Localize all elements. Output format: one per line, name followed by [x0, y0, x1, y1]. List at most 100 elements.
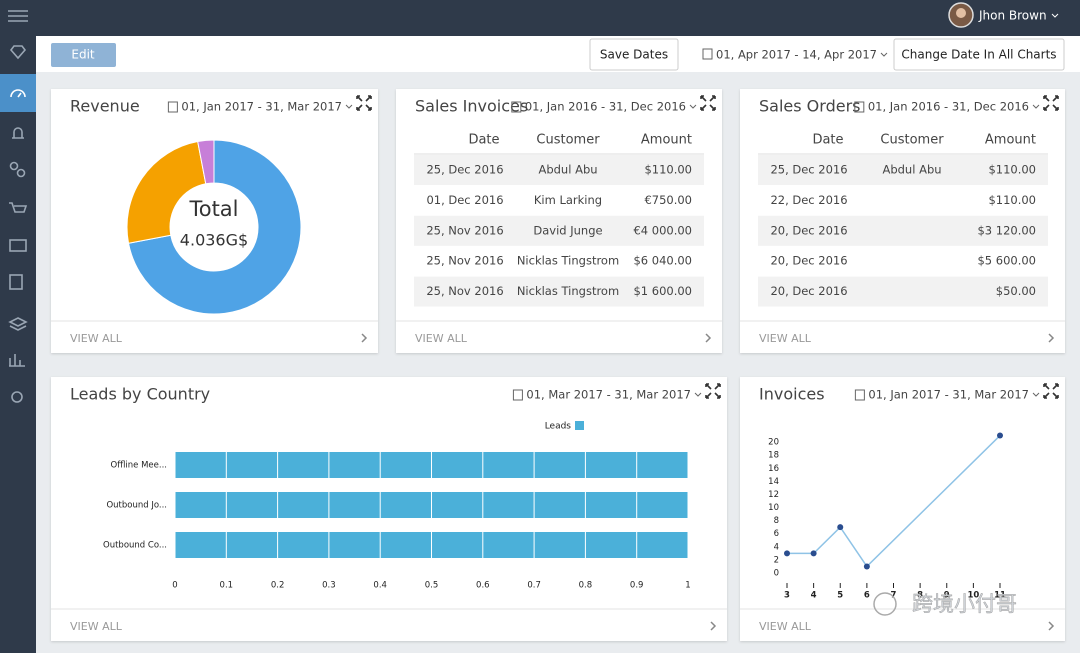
point: [837, 524, 844, 531]
change-button[interactable]: [893, 38, 1065, 71]
calendar-icon: [512, 389, 523, 401]
table-cell: $6 040.00: [633, 254, 692, 268]
card-range[interactable]: 01, Jan 2016 - 31, Dec 2016: [525, 100, 686, 114]
donut-slice: [126, 140, 207, 244]
icon[interactable]: [9, 45, 27, 60]
table-cell: €4 000.00: [633, 223, 692, 237]
point: [997, 432, 1003, 439]
view-all[interactable]: VIEW ALL: [70, 332, 123, 345]
card-title: Leads by Country: [70, 385, 210, 404]
table-cell: $5 600.00: [977, 254, 1036, 268]
table-cell: Nicklas Tingstrom: [517, 284, 619, 298]
icon[interactable]: [10, 89, 26, 98]
x-tick-label: 9: [944, 591, 950, 601]
x-tick-label: 0.6: [476, 581, 490, 591]
icon[interactable]: [8, 317, 28, 331]
x-tick-label: 5: [837, 591, 843, 601]
y-tick-label: Outbound Jo...: [106, 501, 167, 511]
legend-label: Leads: [545, 422, 572, 432]
table-cell: €750.00: [644, 193, 692, 207]
y-tick-label: 4: [774, 542, 779, 552]
view-all[interactable]: VIEW ALL: [70, 620, 123, 633]
card-title: Sales Invoices: [415, 97, 528, 116]
point: [810, 550, 817, 557]
row-band: [758, 215, 1048, 246]
x-tick-label: 7: [891, 591, 897, 601]
table-cell: $110.00: [988, 163, 1036, 177]
avatar-face: [956, 8, 966, 18]
user-name[interactable]: Jhon Brown: [978, 9, 1047, 23]
expand-icon[interactable]: [1043, 383, 1059, 399]
expand-icon[interactable]: [1043, 95, 1059, 111]
range-chevron: [694, 392, 702, 397]
icon[interactable]: [9, 161, 19, 171]
donut-center-value: 4.036G$: [180, 231, 248, 250]
column-header: Date: [812, 133, 843, 148]
range-chevron: [880, 52, 888, 57]
range-chevron: [345, 104, 353, 109]
view-all[interactable]: VIEW ALL: [759, 332, 812, 345]
y-tick-label: 0: [774, 569, 779, 579]
column-header: Amount: [985, 133, 1036, 148]
x-tick-label: 6: [864, 591, 870, 601]
card-range[interactable]: 01, Jan 2016 - 31, Dec 2016: [868, 100, 1029, 114]
y-tick-label: 18: [768, 451, 779, 461]
icon[interactable]: [16, 168, 26, 178]
column-header: Customer: [880, 133, 944, 148]
y-tick-label: 6: [774, 529, 779, 539]
table-cell: 25, Nov 2016: [426, 223, 503, 237]
x-tick-label: 0: [172, 581, 177, 591]
x-tick-label: 3: [784, 591, 790, 601]
watermark-icon: [873, 592, 897, 616]
point: [863, 563, 870, 570]
x-tick-label: 0.1: [220, 581, 234, 591]
card-title: Revenue: [70, 97, 140, 116]
y-tick-label: 20: [768, 438, 779, 448]
expand-icon[interactable]: [705, 383, 721, 399]
calendar-icon: [702, 48, 713, 60]
x-tick-label: 0.2: [271, 581, 285, 591]
edit-button[interactable]: [51, 43, 116, 67]
sidebar-active: [0, 74, 36, 112]
table-cell: Kim Larking: [534, 193, 602, 207]
table-cell: Abdul Abu: [538, 163, 597, 177]
icon[interactable]: [9, 354, 25, 367]
watermark: 跨境小付哥: [912, 592, 1017, 616]
edit-label: Edit: [71, 48, 95, 62]
x-tick-label: 8: [917, 591, 923, 601]
row-band: [414, 276, 704, 307]
x-tick-label: 0.9: [630, 581, 644, 591]
card-range[interactable]: 01, Jan 2017 - 31, Mar 2017: [181, 100, 342, 114]
expand-icon[interactable]: [700, 95, 716, 111]
expand-icon[interactable]: [356, 95, 372, 111]
table-cell: $110.00: [988, 193, 1036, 207]
card: [740, 377, 1065, 641]
table-cell: 25, Dec 2016: [426, 163, 503, 177]
toolbar-range[interactable]: 01, Apr 2017 - 14, Apr 2017: [716, 48, 877, 62]
y-tick-label: 10: [768, 503, 779, 513]
icon[interactable]: [9, 274, 23, 290]
column-header: Amount: [641, 133, 692, 148]
table-cell: Abdul Abu: [882, 163, 941, 177]
icon[interactable]: [9, 202, 28, 213]
row-band: [758, 155, 1048, 185]
card-range[interactable]: 01, Mar 2017 - 31, Mar 2017: [526, 388, 691, 402]
view-all[interactable]: VIEW ALL: [759, 620, 812, 633]
y-tick-label: Offline Mee...: [111, 461, 168, 471]
save-button[interactable]: [589, 38, 679, 71]
donut-slice: [127, 139, 302, 315]
footer-chevron: [1048, 621, 1055, 631]
icon[interactable]: [12, 127, 24, 139]
menu-icon[interactable]: [8, 10, 28, 22]
table-cell: $3 120.00: [977, 223, 1036, 237]
view-all[interactable]: VIEW ALL: [415, 332, 468, 345]
x-tick-label: 10: [967, 591, 979, 601]
table-cell: 01, Dec 2016: [426, 193, 503, 207]
legend-swatch: [575, 421, 584, 430]
icon[interactable]: [11, 391, 23, 403]
sidebar: [0, 36, 36, 653]
card-range[interactable]: 01, Jan 2017 - 31, Mar 2017: [868, 388, 1029, 402]
icon[interactable]: [9, 239, 27, 252]
